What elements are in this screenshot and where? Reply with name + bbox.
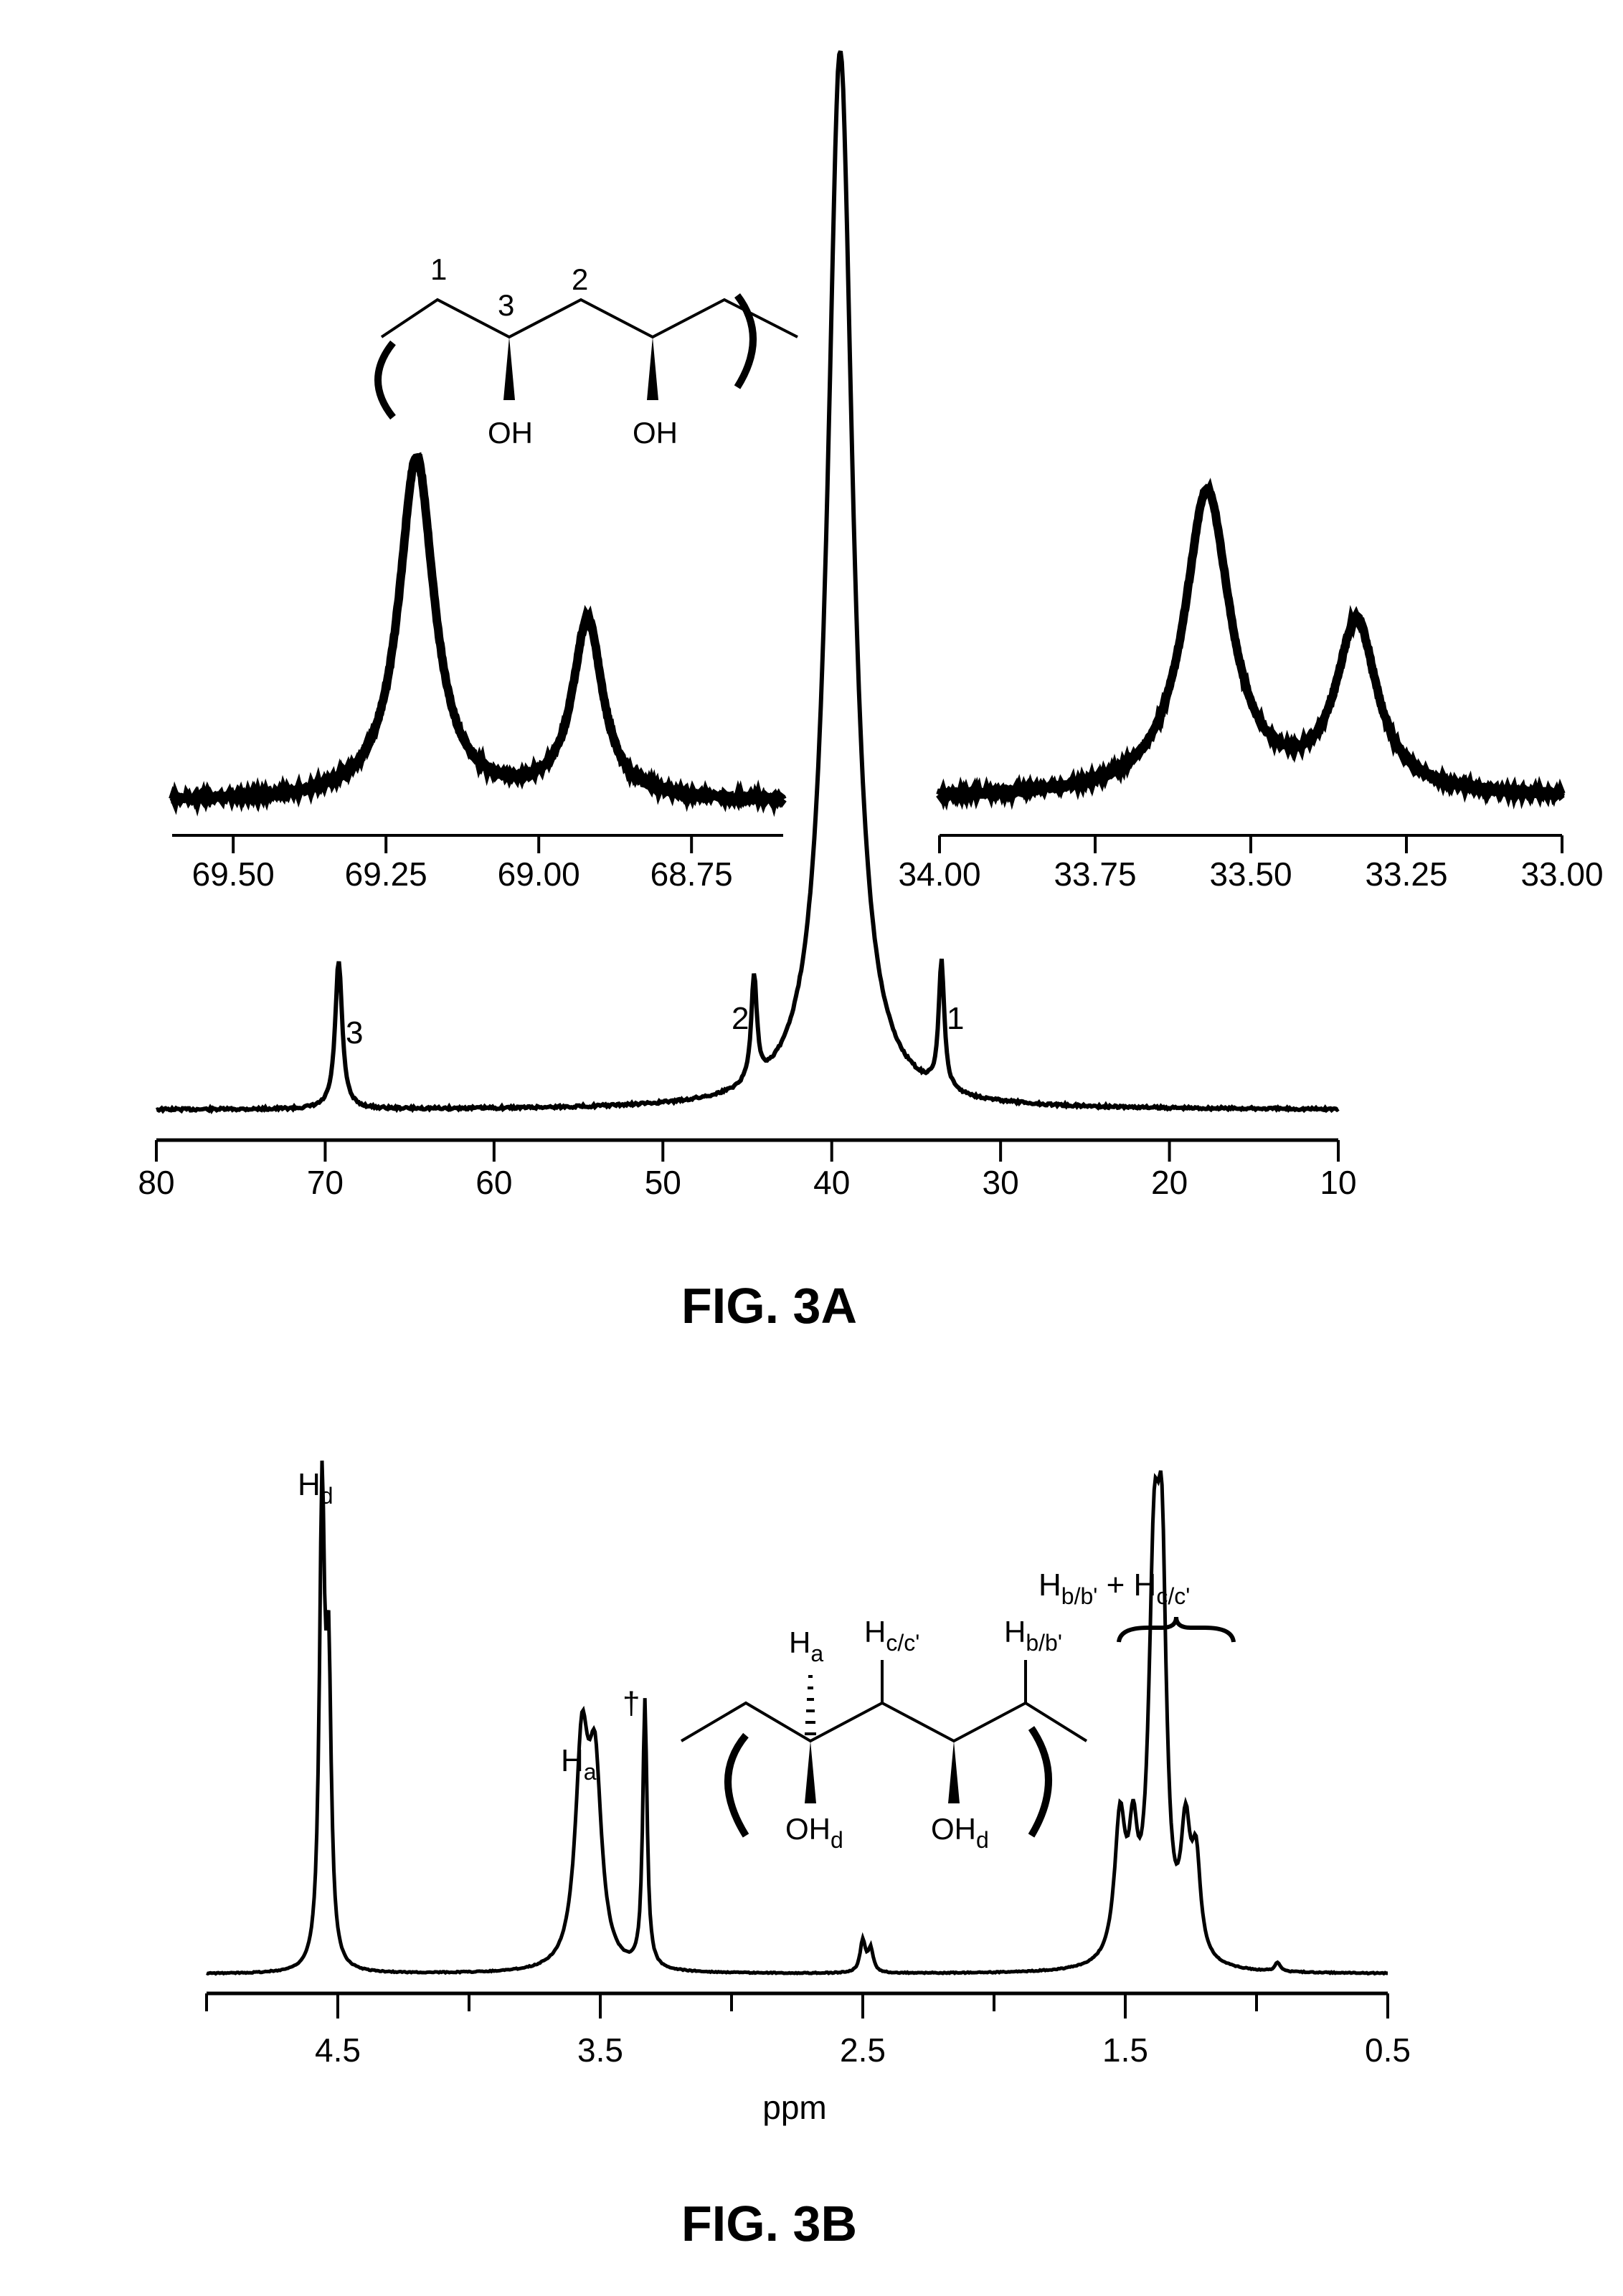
x-tick-label: 70 [307,1164,344,1201]
x-tick-label: 3.5 [577,2031,623,2069]
fig3b-peak-label-hd: Hd [298,1467,333,1509]
x-tick-label: 30 [983,1164,1019,1201]
fig3a-inset-right-ticks: 34.00 33.75 33.50 33.25 33.00 [898,835,1603,893]
x-tick-label: 4.5 [315,2031,361,2069]
x-tick-label: 2.5 [840,2031,886,2069]
fig3a-inset-right: 34.00 33.75 33.50 33.25 33.00 [898,490,1603,893]
fig3b-structure-ohd-2: OHd [931,1812,989,1853]
fig3a-x-ticks: 80 70 60 50 40 30 20 10 [138,1140,1356,1201]
fig3b-trace [207,1461,1388,1974]
fig3b-structure: Ha Hc/c' Hb/b' OHd OHd [681,1615,1087,1853]
fig3a-peak-label-1: 1 [947,1001,964,1036]
fig3b-structure-ohd-1: OHd [785,1812,843,1853]
fig3a-caption: FIG. 3A [681,1278,857,1334]
fig3b-caption: FIG. 3B [681,2196,857,2252]
x-tick-label: 33.75 [1054,855,1136,893]
fig3a-inset-right-trace [940,490,1562,795]
fig3a-structure: 1 3 2 OH OH [378,252,798,450]
x-tick-label: 80 [138,1164,174,1201]
x-tick-label: 34.00 [898,855,980,893]
fig3b-peak-label-hbc: Hb/b' + Hc/c' [1038,1567,1190,1609]
fig3a-structure-label-3: 3 [498,288,514,322]
x-tick-label: 50 [645,1164,681,1201]
fig3a-main-trace [156,51,1338,1110]
fig3a-inset-left: 69.50 69.25 69.00 68.75 [172,457,783,893]
fig3b-structure-hc: Hc/c' [864,1615,919,1656]
fig3a-main: 80 70 60 50 40 30 20 10 3 2 1 [138,51,1356,1201]
fig3a-structure-oh-1: OH [488,416,533,450]
x-tick-label: 10 [1320,1164,1356,1201]
fig3b-x-axis-label: ppm [762,2089,826,2126]
fig3b-structure-ha: Ha [789,1626,823,1666]
x-tick-label: 33.00 [1520,855,1603,893]
fig3a-peak-label-2: 2 [732,1001,749,1036]
fig3a-peak-label-3: 3 [346,1015,363,1050]
fig3b-x-ticks: 4.5 3.5 2.5 1.5 0.5 [207,1993,1411,2069]
fig3b-dagger: † [623,1686,640,1721]
fig3a-inset-left-ticks: 69.50 69.25 69.00 68.75 [192,835,733,893]
x-tick-label: 20 [1151,1164,1188,1201]
fig3a-structure-label-1: 1 [430,252,447,286]
x-tick-label: 33.50 [1209,855,1292,893]
x-tick-label: 60 [475,1164,512,1201]
fig3b-bracket [1119,1617,1234,1642]
fig3b-structure-hb: Hb/b' [1004,1615,1062,1656]
x-tick-label: 0.5 [1365,2031,1411,2069]
fig3a-inset-left-trace [172,457,783,800]
x-tick-label: 69.00 [498,855,580,893]
x-tick-label: 33.25 [1365,855,1447,893]
x-tick-label: 69.50 [192,855,275,893]
x-tick-label: 1.5 [1102,2031,1148,2069]
x-tick-label: 68.75 [650,855,733,893]
x-tick-label: 69.25 [345,855,427,893]
x-tick-label: 40 [813,1164,850,1201]
fig3a-structure-label-2: 2 [572,262,588,296]
fig3a-structure-oh-2: OH [633,416,678,450]
